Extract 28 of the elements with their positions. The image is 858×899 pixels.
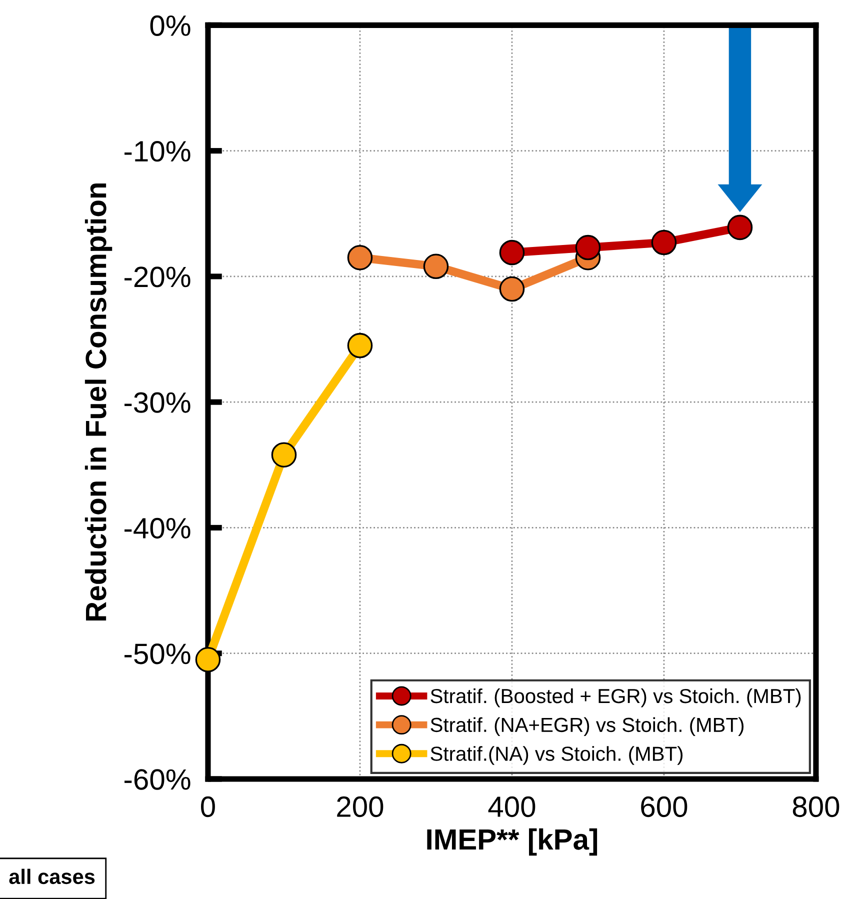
text: all cases	[9, 868, 95, 884]
point	[499, 276, 525, 302]
y-tick-label: -50%	[124, 644, 190, 664]
legend-label: Stratif.(NA) vs Stoich. (MBT)	[430, 746, 683, 765]
point	[575, 234, 601, 260]
x-tick-label: 400	[488, 796, 536, 818]
x-tick-label: 200	[337, 796, 384, 818]
point	[499, 240, 525, 266]
y-tick-label: -20%	[124, 266, 190, 288]
legend-label: Stratif. (NA+EGR) vs Stoich. (MBT)	[430, 717, 744, 736]
y-tick-label: -30%	[124, 392, 190, 413]
x-tick-label: 600	[641, 796, 688, 818]
point	[195, 646, 221, 672]
x-tick-label: 800	[792, 796, 840, 818]
point	[347, 244, 373, 270]
point	[347, 332, 373, 358]
y-tick-label: -10%	[124, 141, 190, 162]
point	[727, 214, 753, 240]
x-tick-label: 0	[201, 796, 215, 818]
point	[271, 442, 297, 468]
x-axis-title: IMEP** [kPa]	[427, 828, 598, 856]
point	[651, 230, 677, 256]
y-axis-title: Reduction in Fuel Consumption	[84, 184, 112, 620]
y-tick-label: -60%	[124, 769, 190, 790]
y-tick-label: -40%	[124, 518, 190, 539]
point	[423, 254, 449, 280]
legend-label: Stratif. (Boosted + EGR) vs Stoich. (MBT)	[430, 688, 801, 708]
y-tick-label: 0%	[150, 15, 190, 36]
